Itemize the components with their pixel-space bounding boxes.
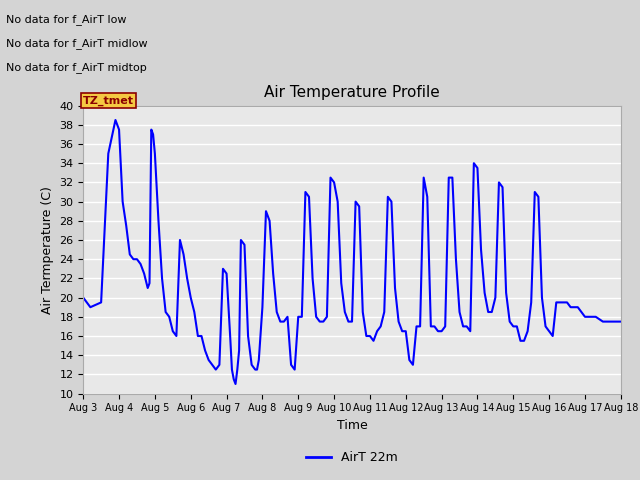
Text: TZ_tmet: TZ_tmet (83, 96, 134, 106)
Text: No data for f_AirT low: No data for f_AirT low (6, 14, 127, 25)
Title: Air Temperature Profile: Air Temperature Profile (264, 85, 440, 100)
Y-axis label: Air Termperature (C): Air Termperature (C) (41, 186, 54, 313)
Legend: AirT 22m: AirT 22m (301, 446, 403, 469)
X-axis label: Time: Time (337, 419, 367, 432)
Text: No data for f_AirT midlow: No data for f_AirT midlow (6, 38, 148, 49)
Text: No data for f_AirT midtop: No data for f_AirT midtop (6, 62, 147, 73)
